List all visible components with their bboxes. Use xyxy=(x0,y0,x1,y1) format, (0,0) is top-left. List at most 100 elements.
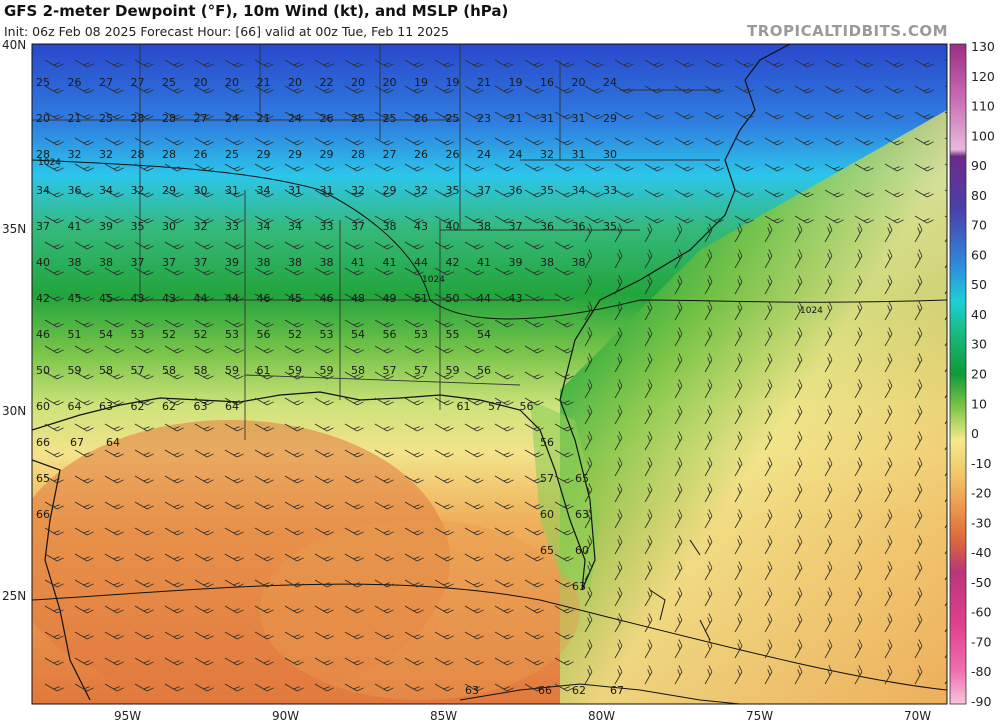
wind-barb xyxy=(134,605,154,614)
dewpoint-value: 56 xyxy=(540,436,554,449)
wind-barb xyxy=(554,553,574,562)
wind-barb xyxy=(644,163,664,172)
wind-barb xyxy=(164,631,184,640)
wind-barb xyxy=(524,267,544,276)
wind-barb xyxy=(704,483,713,503)
wind-barb xyxy=(164,111,184,120)
wind-barb xyxy=(44,267,64,276)
wind-barb xyxy=(704,535,713,555)
wind-barb xyxy=(944,587,947,607)
wind-barb xyxy=(674,59,694,68)
wind-barb xyxy=(344,111,364,120)
wind-barb xyxy=(284,137,304,146)
wind-barb xyxy=(824,613,833,633)
wind-barb xyxy=(434,475,454,484)
wind-barb xyxy=(764,223,773,243)
wind-barb xyxy=(674,431,683,451)
wind-barb xyxy=(464,475,484,484)
wind-barb xyxy=(914,665,923,685)
wind-barb xyxy=(584,301,593,321)
wind-barb xyxy=(794,353,803,373)
wind-barb xyxy=(164,215,184,224)
wind-barb xyxy=(584,275,593,295)
dewpoint-value: 34 xyxy=(288,220,302,233)
wind-barb xyxy=(434,267,454,276)
wind-barb xyxy=(464,683,484,692)
lon-label-85w: 85W xyxy=(430,709,457,723)
wind-barb xyxy=(824,111,844,120)
wind-barb xyxy=(854,163,874,172)
wind-barb xyxy=(164,605,184,614)
wind-barb xyxy=(434,85,454,94)
wind-barb xyxy=(944,249,947,269)
wind-barb xyxy=(494,241,514,250)
wind-barb xyxy=(434,397,454,406)
dewpoint-value: 67 xyxy=(70,436,84,449)
wind-barb xyxy=(344,683,364,692)
dewpoint-value: 19 xyxy=(446,76,460,89)
dewpoint-value: 63 xyxy=(194,400,208,413)
wind-barb xyxy=(524,397,544,406)
wind-barb xyxy=(374,241,394,250)
dewpoint-value: 53 xyxy=(414,328,428,341)
dewpoint-value: 21 xyxy=(257,112,271,125)
wind-barb xyxy=(134,189,154,198)
wind-barb xyxy=(644,431,653,451)
wind-barb xyxy=(584,353,593,373)
wind-barb xyxy=(44,397,64,406)
wind-barb xyxy=(494,475,514,484)
wind-barb xyxy=(314,527,334,536)
wind-barb xyxy=(674,301,683,321)
wind-barb xyxy=(44,527,64,536)
dewpoint-value: 67 xyxy=(610,684,624,697)
wind-barb xyxy=(104,449,124,458)
wind-barb xyxy=(914,509,923,529)
wind-barb xyxy=(404,423,424,432)
wind-barb xyxy=(884,353,893,373)
wind-barb xyxy=(824,215,844,224)
colorbar-tick-label: -80 xyxy=(971,664,991,679)
wind-barb xyxy=(374,683,394,692)
wind-barb xyxy=(554,163,574,172)
wind-barb xyxy=(704,509,713,529)
wind-barb xyxy=(764,85,784,94)
wind-barb xyxy=(824,457,833,477)
wind-barb xyxy=(794,587,803,607)
wind-barb xyxy=(44,501,64,510)
wind-barb xyxy=(74,267,94,276)
wind-barb xyxy=(704,275,713,295)
wind-barb xyxy=(44,163,64,172)
wind-barb xyxy=(884,405,893,425)
wind-barb xyxy=(404,163,424,172)
wind-barb xyxy=(74,423,94,432)
wind-barb xyxy=(704,327,713,347)
dewpoint-value: 56 xyxy=(477,364,491,377)
wind-barb xyxy=(104,579,124,588)
wind-barb xyxy=(854,275,863,295)
wind-barb xyxy=(614,111,634,120)
wind-barb xyxy=(164,579,184,588)
wind-barb xyxy=(794,509,803,529)
wind-barb xyxy=(914,85,934,94)
wind-barb xyxy=(344,293,364,302)
wind-barb xyxy=(344,163,364,172)
wind-barb xyxy=(674,275,683,295)
wind-barb xyxy=(764,379,773,399)
wind-barb xyxy=(104,345,124,354)
dewpoint-value: 38 xyxy=(540,256,554,269)
wind-barb xyxy=(644,85,664,94)
wind-barb xyxy=(734,587,743,607)
wind-barb xyxy=(884,561,893,581)
wind-barb xyxy=(704,59,724,68)
wind-barb xyxy=(284,553,304,562)
wind-barb xyxy=(914,353,923,373)
wind-barb xyxy=(644,275,653,295)
wind-barb xyxy=(704,137,724,146)
dewpoint-value: 30 xyxy=(194,184,208,197)
wind-barb xyxy=(944,665,947,685)
wind-barb xyxy=(734,613,743,633)
wind-barb xyxy=(164,527,184,536)
wind-barb xyxy=(794,665,803,685)
colorbar-tick-label: -90 xyxy=(971,694,991,709)
wind-barb xyxy=(104,527,124,536)
